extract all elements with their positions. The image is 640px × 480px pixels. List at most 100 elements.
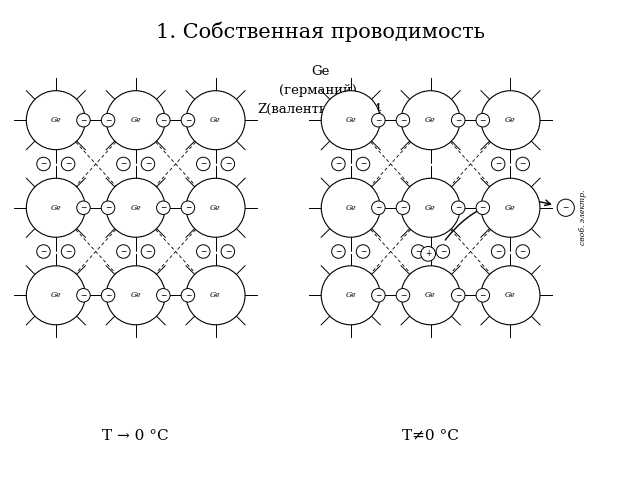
Ellipse shape: [321, 91, 380, 150]
Text: T≠0 °C: T≠0 °C: [402, 429, 459, 443]
Ellipse shape: [36, 245, 51, 258]
Text: −: −: [225, 159, 231, 168]
Ellipse shape: [451, 201, 465, 215]
Text: −: −: [360, 159, 366, 168]
Ellipse shape: [476, 113, 490, 127]
Ellipse shape: [77, 113, 90, 127]
Ellipse shape: [356, 157, 370, 171]
Text: Ge: Ge: [210, 204, 221, 212]
Text: −: −: [375, 203, 381, 212]
Ellipse shape: [476, 201, 490, 215]
Text: −: −: [105, 291, 111, 300]
Ellipse shape: [321, 266, 380, 325]
Ellipse shape: [396, 288, 410, 302]
Text: −: −: [479, 291, 486, 300]
Text: −: −: [80, 203, 86, 212]
Text: Ge: Ge: [131, 291, 141, 300]
Ellipse shape: [557, 199, 574, 216]
Ellipse shape: [401, 266, 460, 325]
Ellipse shape: [451, 113, 465, 127]
Text: Ge: Ge: [131, 116, 141, 124]
Ellipse shape: [396, 201, 410, 215]
Ellipse shape: [332, 245, 345, 258]
Text: −: −: [360, 247, 366, 256]
Ellipse shape: [77, 288, 90, 302]
Ellipse shape: [101, 201, 115, 215]
Ellipse shape: [186, 266, 245, 325]
Ellipse shape: [157, 288, 170, 302]
Ellipse shape: [420, 246, 435, 261]
Ellipse shape: [106, 266, 165, 325]
Ellipse shape: [401, 91, 460, 150]
Ellipse shape: [181, 288, 195, 302]
Ellipse shape: [436, 245, 450, 258]
Ellipse shape: [492, 245, 505, 258]
Text: −: −: [80, 291, 86, 300]
Ellipse shape: [401, 178, 460, 237]
Ellipse shape: [186, 178, 245, 237]
Text: −: −: [65, 247, 71, 256]
Text: −: −: [160, 203, 166, 212]
Text: Ge: Ge: [425, 204, 436, 212]
Ellipse shape: [321, 178, 380, 237]
Text: −: −: [200, 159, 207, 168]
Text: −: −: [185, 116, 191, 125]
Ellipse shape: [492, 157, 505, 171]
Text: −: −: [375, 291, 381, 300]
Text: Ge: Ge: [51, 116, 61, 124]
Text: −: −: [563, 203, 569, 212]
Text: −: −: [440, 247, 446, 256]
Ellipse shape: [36, 157, 51, 171]
Text: Ge: Ge: [131, 204, 141, 212]
Text: Ge: Ge: [505, 204, 516, 212]
Text: −: −: [145, 247, 151, 256]
Ellipse shape: [221, 157, 235, 171]
Text: −: −: [120, 159, 127, 168]
Text: −: −: [455, 291, 461, 300]
Ellipse shape: [481, 178, 540, 237]
Ellipse shape: [181, 113, 195, 127]
Text: +: +: [425, 249, 431, 258]
Text: 1. Собственная проводимость: 1. Собственная проводимость: [156, 21, 484, 42]
Text: своб. электр.: своб. электр.: [579, 189, 587, 245]
Text: Ge: Ge: [51, 291, 61, 300]
Ellipse shape: [101, 113, 115, 127]
Ellipse shape: [106, 91, 165, 150]
Text: −: −: [160, 116, 166, 125]
Text: −: −: [479, 203, 486, 212]
Text: Ge: Ge: [505, 116, 516, 124]
Text: Ge: Ge: [210, 291, 221, 300]
Ellipse shape: [26, 91, 85, 150]
Ellipse shape: [196, 245, 210, 258]
Ellipse shape: [61, 157, 75, 171]
Ellipse shape: [157, 113, 170, 127]
Text: −: −: [455, 116, 461, 125]
Text: −: −: [105, 203, 111, 212]
Text: −: −: [120, 247, 127, 256]
Text: −: −: [225, 247, 231, 256]
Ellipse shape: [77, 201, 90, 215]
Text: −: −: [335, 247, 342, 256]
Text: −: −: [40, 159, 47, 168]
Text: −: −: [40, 247, 47, 256]
Ellipse shape: [116, 245, 130, 258]
Text: −: −: [400, 116, 406, 125]
Ellipse shape: [26, 178, 85, 237]
Text: Ge: Ge: [505, 291, 516, 300]
Ellipse shape: [186, 91, 245, 150]
Ellipse shape: [481, 91, 540, 150]
Ellipse shape: [412, 245, 425, 258]
Text: Ge: Ge: [346, 204, 356, 212]
Text: −: −: [335, 159, 342, 168]
Ellipse shape: [451, 288, 465, 302]
Text: −: −: [185, 291, 191, 300]
Text: −: −: [415, 247, 422, 256]
Ellipse shape: [141, 245, 155, 258]
Text: −: −: [495, 247, 501, 256]
Ellipse shape: [356, 245, 370, 258]
Ellipse shape: [181, 201, 195, 215]
Text: Ge: Ge: [346, 116, 356, 124]
Text: −: −: [520, 247, 526, 256]
Text: −: −: [400, 203, 406, 212]
Ellipse shape: [196, 157, 210, 171]
